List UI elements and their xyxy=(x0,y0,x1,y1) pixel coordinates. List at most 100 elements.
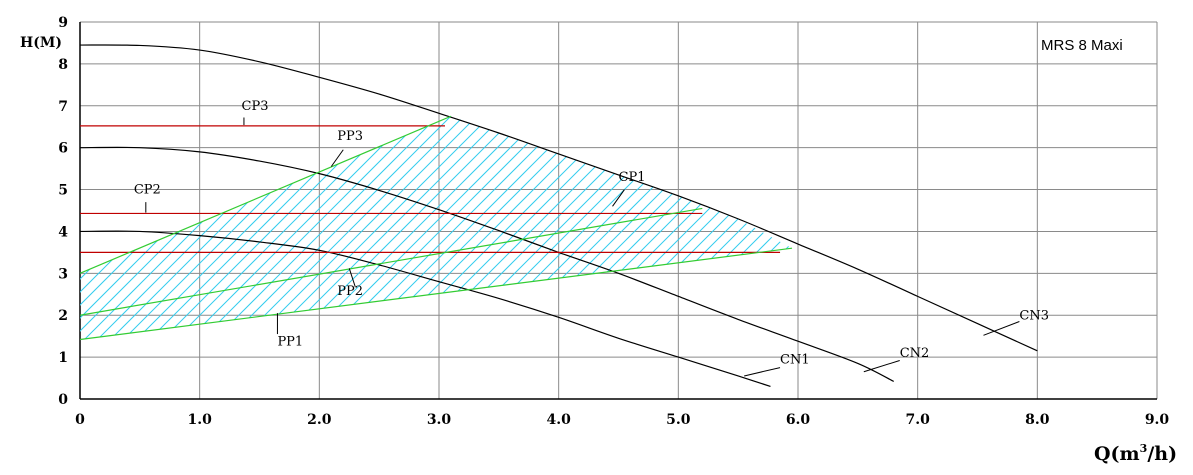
hatch-line xyxy=(349,116,728,340)
hatch-line xyxy=(323,116,702,340)
y-tick-label: 5 xyxy=(58,183,68,199)
hatch-lines xyxy=(80,22,1193,399)
hatch-line xyxy=(80,116,325,340)
curve-label-pp3: PP3 xyxy=(337,129,363,144)
pointer-cn3 xyxy=(983,321,1020,336)
y-tick-label: 2 xyxy=(58,308,68,324)
hatch-line xyxy=(80,116,455,340)
hatch-line xyxy=(518,116,793,340)
y-tick-label: 6 xyxy=(58,141,68,157)
hatch-line xyxy=(80,116,221,340)
hatch-line xyxy=(80,116,364,340)
curve-label-pp1: PP1 xyxy=(277,334,303,349)
x-tick-label: 2.0 xyxy=(307,412,332,428)
curve-label-cp3: CP3 xyxy=(242,99,269,114)
hatch-line xyxy=(791,116,793,340)
hatch-line xyxy=(687,116,793,340)
hatch-line xyxy=(583,116,793,340)
curve-label-cn3: CN3 xyxy=(1019,308,1049,323)
hatch-line xyxy=(622,116,793,340)
hatch-line xyxy=(570,116,793,340)
hatch-line xyxy=(80,116,130,340)
hatch-line xyxy=(115,116,494,340)
series-line-cn3 xyxy=(79,44,1038,352)
hatch-line xyxy=(180,116,559,340)
hatch-line xyxy=(336,116,715,340)
hatch-line xyxy=(80,116,390,340)
hatch-line xyxy=(80,116,182,340)
hatch-line xyxy=(80,116,234,340)
hatch-line xyxy=(80,116,195,340)
hatch-line xyxy=(648,116,793,340)
hatch-line xyxy=(765,116,793,340)
x-tick-label: 6.0 xyxy=(786,412,811,428)
x-axis-label-suffix: /h) xyxy=(1147,443,1177,465)
series-line-pp1 xyxy=(79,247,793,341)
label-pointers xyxy=(145,117,1020,377)
x-axis-label-prefix: Q( xyxy=(1094,443,1120,465)
curve-label-cn1: CN1 xyxy=(780,352,810,367)
hatch-line xyxy=(80,116,247,340)
hatch-line xyxy=(80,116,416,340)
hatch-line xyxy=(206,116,585,340)
hatch-line xyxy=(141,116,520,340)
pointer-pp3 xyxy=(330,149,344,167)
hatch-line xyxy=(805,22,1182,399)
hatch-line xyxy=(80,116,91,340)
pointer-pp2 xyxy=(348,268,356,287)
hatch-line xyxy=(883,22,1193,399)
hatch-line xyxy=(167,116,546,340)
hatch-line xyxy=(375,116,754,340)
series-line-pp3 xyxy=(79,115,452,274)
series-lines xyxy=(79,44,1038,388)
curve-labels: CN3 CN2 CN1 CP3 CP2 CP1 PP3 PP2 PP1 xyxy=(134,99,1049,367)
hatch-line xyxy=(284,116,663,340)
hatch-line xyxy=(674,116,793,340)
hatch-line xyxy=(466,116,793,340)
hatch-line xyxy=(778,116,793,340)
curve-label-pp2: PP2 xyxy=(337,284,363,299)
x-tick-label: 3.0 xyxy=(427,412,452,428)
x-tick-label: 7.0 xyxy=(905,412,930,428)
hatch-line xyxy=(818,22,1193,399)
hatch-line xyxy=(80,116,273,340)
hatch-line xyxy=(739,116,793,340)
series-line-cn2 xyxy=(79,146,895,382)
curve-label-cp2: CP2 xyxy=(134,183,161,198)
hatch-line xyxy=(401,116,780,340)
hatch-line xyxy=(713,116,793,340)
hatch-line xyxy=(948,22,1193,399)
x-axis-label: Q(m3/h) xyxy=(1094,442,1177,465)
curve-label-cn2: CN2 xyxy=(900,346,930,361)
curve-label-cp1: CP1 xyxy=(619,170,646,185)
x-tick-label: 1.0 xyxy=(187,412,212,428)
hatch-line xyxy=(80,116,429,340)
hatch-line xyxy=(80,116,104,340)
hatch-line xyxy=(870,22,1193,399)
series-line-pp2 xyxy=(79,207,703,316)
hatch-line xyxy=(80,116,299,340)
hatch-line xyxy=(427,116,793,340)
chart-title: MRS 8 Maxi xyxy=(1041,37,1123,54)
hatch-line xyxy=(80,116,403,340)
pointer-cn2 xyxy=(863,359,900,373)
hatch-line xyxy=(700,116,793,340)
hatch-line xyxy=(154,116,533,340)
hatch-line xyxy=(935,22,1193,399)
hatch-line xyxy=(388,116,767,340)
x-tick-label: 4.0 xyxy=(546,412,571,428)
y-tick-label: 0 xyxy=(58,392,68,408)
y-tick-label: 8 xyxy=(58,57,68,73)
hatch-line xyxy=(414,116,793,340)
hatch-line xyxy=(857,22,1193,399)
grid xyxy=(79,21,1158,400)
hatch-line xyxy=(80,116,156,340)
hatch-line xyxy=(752,116,793,340)
x-tick-label: 9.0 xyxy=(1145,412,1170,428)
hatch-line xyxy=(80,116,208,340)
hatch-line xyxy=(80,116,286,340)
pointer-cn1 xyxy=(744,367,781,377)
x-tick-label: 0 xyxy=(75,412,85,428)
hatch-line xyxy=(961,22,1193,399)
